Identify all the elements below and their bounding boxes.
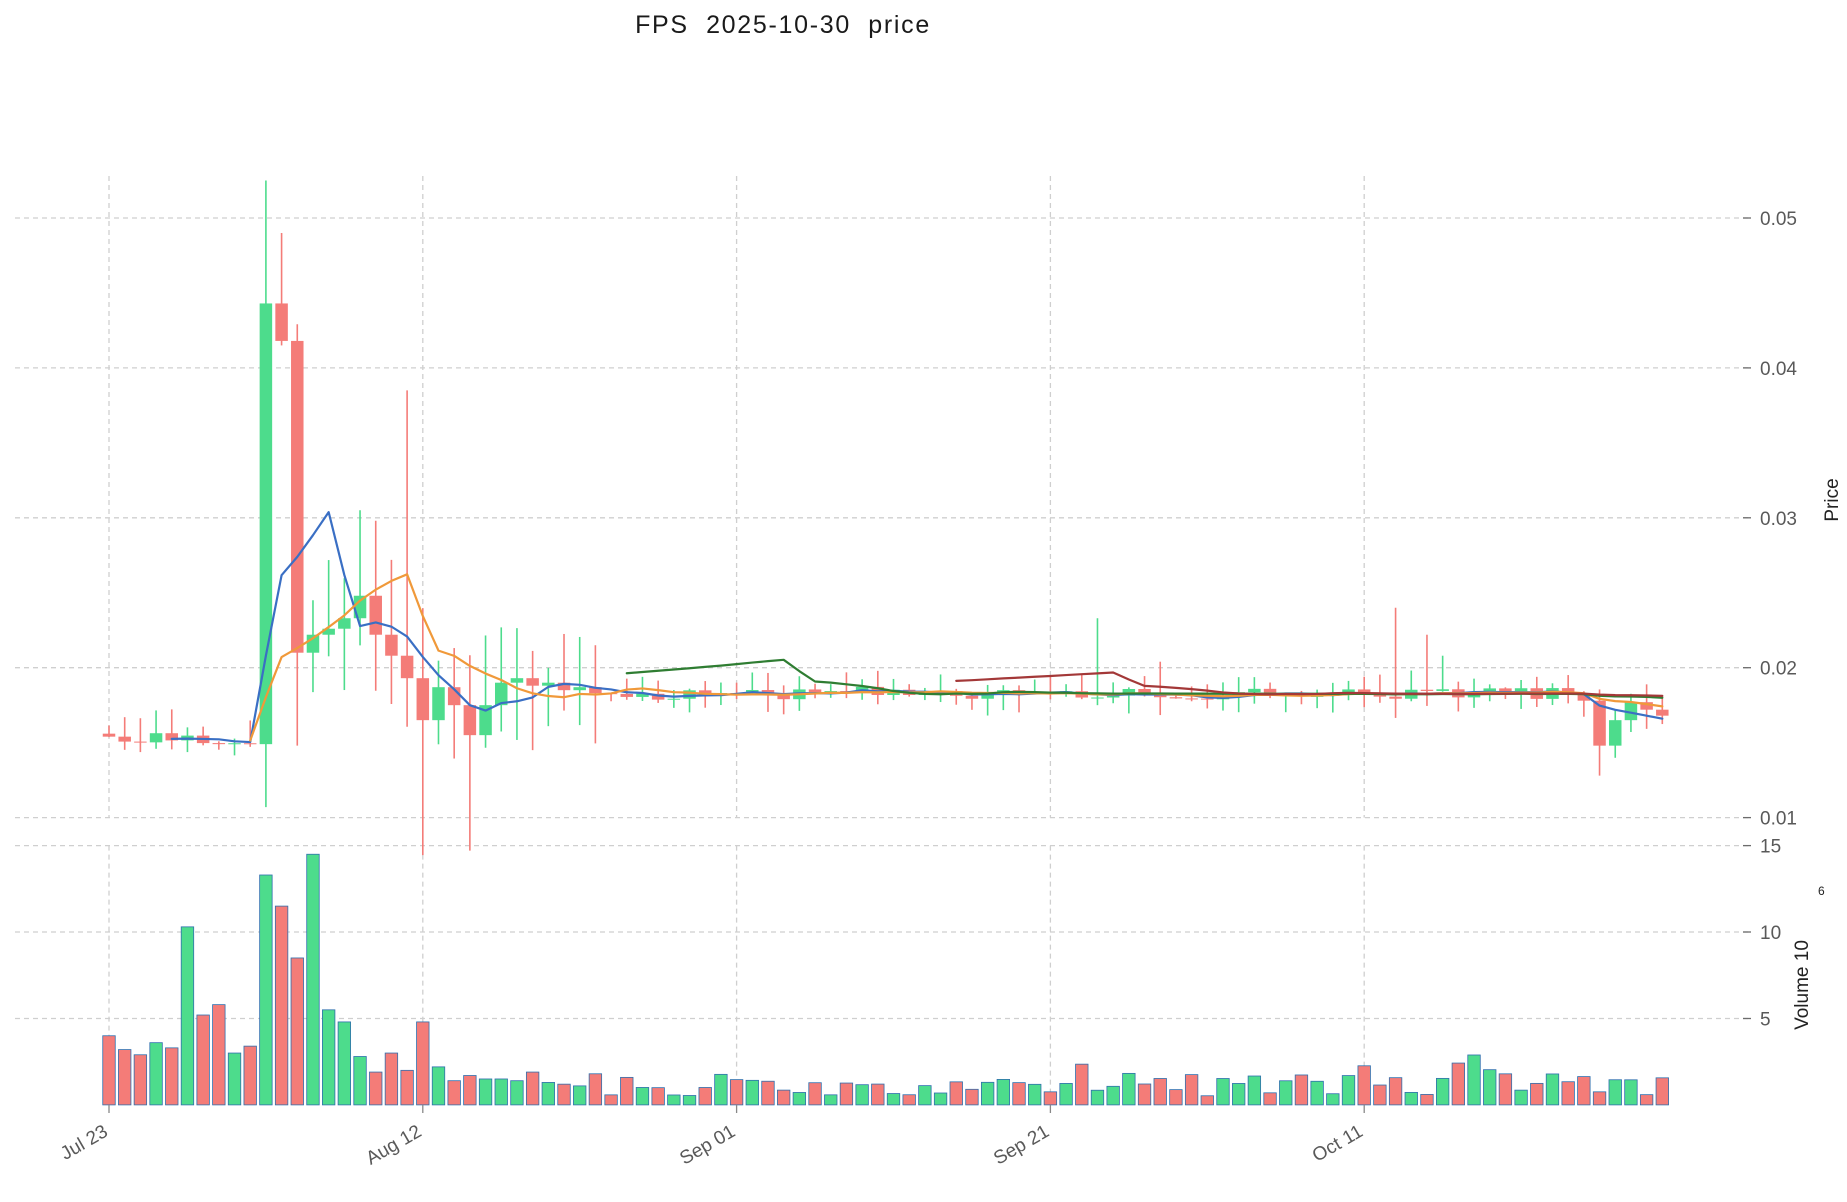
svg-text:0.03: 0.03 bbox=[1760, 509, 1797, 530]
svg-text:Sep 21: Sep 21 bbox=[990, 1121, 1053, 1169]
svg-text:0.05: 0.05 bbox=[1760, 209, 1797, 230]
svg-text:0.04: 0.04 bbox=[1760, 359, 1797, 380]
svg-text:Aug 12: Aug 12 bbox=[363, 1121, 426, 1169]
svg-text:Sep 01: Sep 01 bbox=[676, 1121, 739, 1169]
svg-text:Oct 11: Oct 11 bbox=[1309, 1121, 1367, 1166]
svg-text:Price: Price bbox=[1822, 478, 1843, 521]
svg-text:10: 10 bbox=[1760, 923, 1781, 944]
svg-text:Volume 10: Volume 10 bbox=[1792, 940, 1813, 1030]
svg-text:0.02: 0.02 bbox=[1760, 659, 1797, 680]
svg-text:Jul 23: Jul 23 bbox=[57, 1121, 111, 1165]
svg-text:0.01: 0.01 bbox=[1760, 809, 1797, 830]
svg-text:15: 15 bbox=[1760, 837, 1781, 858]
svg-text:6: 6 bbox=[1818, 884, 1825, 898]
svg-text:5: 5 bbox=[1760, 1010, 1771, 1031]
